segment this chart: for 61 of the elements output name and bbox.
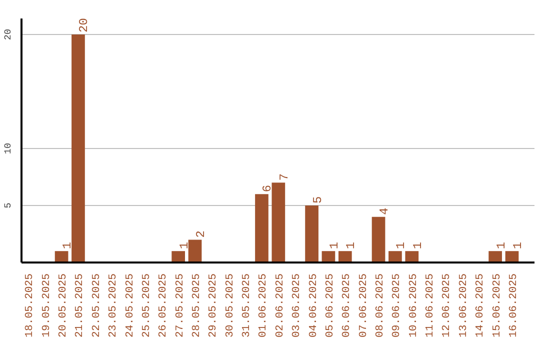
x-tick-label: 24.05.2025	[124, 273, 136, 338]
x-tick-label: 05.06.2025	[324, 273, 336, 338]
data-label: 1	[60, 242, 75, 250]
x-tick-label: 06.06.2025	[341, 273, 354, 338]
x-tick-label: 18.05.2025	[24, 273, 36, 338]
y-tick-label: 10	[2, 142, 14, 154]
bar	[54, 251, 68, 262]
data-label: 7	[277, 173, 292, 181]
x-tick-label: 23.05.2025	[108, 273, 120, 338]
x-tick-label: 14.06.2025	[474, 273, 487, 338]
x-tick-label: 04.06.2025	[308, 273, 320, 338]
x-tick-label: 01.06.2025	[258, 273, 270, 338]
x-tick-label: 29.05.2025	[208, 273, 220, 338]
x-tick-label: 12.06.2025	[441, 273, 454, 338]
data-label: 1	[327, 242, 342, 250]
bar	[322, 251, 336, 262]
bar	[188, 240, 202, 262]
x-tick-label: 19.05.2025	[40, 273, 53, 338]
x-tick-label: 25.05.2025	[140, 273, 153, 338]
x-tick-label: 03.06.2025	[291, 273, 304, 338]
x-tick-label: 30.05.2025	[224, 273, 236, 338]
bar	[172, 251, 185, 262]
data-label: 5	[310, 196, 325, 204]
x-tick-label: 08.06.2025	[374, 273, 387, 338]
data-label: 1	[394, 242, 408, 250]
data-label: 4	[378, 208, 392, 215]
x-tick-label: 13.06.2025	[458, 273, 470, 338]
bar	[272, 182, 286, 262]
y-tick-label: 5	[2, 202, 14, 208]
x-tick-label: 11.06.2025	[424, 273, 437, 338]
data-label: 1	[494, 242, 508, 250]
x-tick-label: 21.05.2025	[74, 273, 86, 338]
data-label: 1	[344, 242, 358, 250]
bar	[405, 251, 419, 262]
y-tick-label: 20	[2, 28, 14, 40]
x-tick-label: 07.06.2025	[358, 273, 370, 338]
bar	[488, 251, 502, 262]
bar	[338, 251, 352, 262]
bar	[305, 205, 318, 262]
data-label: 20	[77, 18, 92, 32]
x-tick-label: 15.06.2025	[491, 273, 504, 338]
x-tick-label: 10.06.2025	[408, 273, 420, 338]
x-tick-label: 20.05.2025	[58, 273, 70, 338]
x-tick-label: 16.06.2025	[508, 273, 520, 338]
x-tick-label: 28.05.2025	[191, 273, 203, 338]
bar	[505, 251, 519, 262]
bar	[255, 194, 268, 262]
x-tick-label: 02.06.2025	[274, 273, 286, 338]
bar	[72, 34, 85, 262]
data-label: 1	[410, 242, 425, 250]
data-label: 2	[194, 230, 208, 238]
x-tick-label: 22.05.2025	[90, 273, 103, 338]
bar	[388, 251, 402, 262]
x-tick-label: 27.05.2025	[174, 273, 186, 338]
x-tick-label: 09.06.2025	[391, 273, 404, 338]
data-label: 1	[177, 242, 192, 250]
bar	[372, 216, 386, 262]
x-tick-label: 31.05.2025	[241, 273, 254, 338]
data-label: 1	[510, 242, 525, 250]
data-label: 6	[260, 184, 275, 192]
x-tick-label: 26.05.2025	[158, 273, 170, 338]
